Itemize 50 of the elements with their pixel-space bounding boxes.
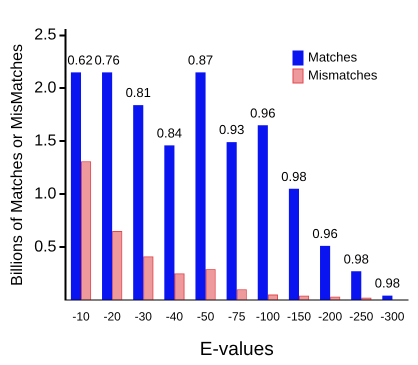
bar	[164, 145, 174, 300]
x-tick-label: -40	[166, 309, 184, 324]
x-tick-label: -100	[256, 309, 280, 324]
legend-label: Mismatches	[308, 68, 378, 83]
x-tick-label: -250	[349, 309, 374, 324]
annotation: 0.98	[344, 251, 369, 266]
x-tick-label: -150	[286, 309, 312, 324]
x-tick-label: -300	[380, 309, 405, 324]
annotation: 0.96	[250, 105, 276, 120]
annotation: 0.87	[188, 52, 214, 68]
y-axis-title: Billions of Matches or MisMatches	[9, 44, 26, 286]
x-tick-label: -20	[103, 309, 122, 324]
bar	[288, 188, 300, 300]
bar	[320, 246, 330, 300]
x-axis-title: E-values	[200, 338, 274, 360]
x-tick-label: -50	[196, 309, 215, 324]
x-tick-label: -30	[134, 309, 152, 324]
bar	[206, 269, 216, 300]
bar	[102, 72, 112, 300]
annotation: 0.98	[281, 168, 307, 184]
bar	[382, 296, 392, 300]
annotation: 0.96	[312, 226, 338, 241]
bar	[351, 271, 362, 300]
y-tick-label: 1.5	[34, 132, 57, 150]
bar	[268, 294, 278, 300]
bar	[195, 72, 206, 300]
bar	[112, 231, 122, 300]
bar	[70, 72, 82, 300]
annotation: 0.81	[126, 85, 151, 100]
annotation: 0.76	[94, 52, 120, 68]
x-tick-label: -75	[228, 309, 246, 324]
bar	[81, 161, 92, 300]
x-tick-label: -10	[72, 309, 90, 324]
bar	[133, 105, 144, 300]
y-tick-label: 0.5	[34, 238, 57, 256]
bar	[258, 125, 268, 300]
bar	[299, 296, 310, 300]
annotation: 0.93	[219, 122, 244, 138]
bar	[330, 296, 340, 300]
y-tick-label: 2.5	[34, 26, 57, 44]
annotation: 0.84	[156, 125, 182, 140]
y-tick-label: 2.0	[34, 80, 57, 97]
annotation: 0.62	[67, 52, 93, 68]
bar	[174, 273, 185, 300]
legend-label: Matches	[308, 50, 358, 65]
y-tick-label: 1.0	[34, 185, 57, 202]
x-tick-label: -200	[318, 309, 342, 324]
bar	[143, 256, 154, 300]
annotation: 0.98	[374, 276, 400, 291]
bar	[226, 142, 237, 300]
